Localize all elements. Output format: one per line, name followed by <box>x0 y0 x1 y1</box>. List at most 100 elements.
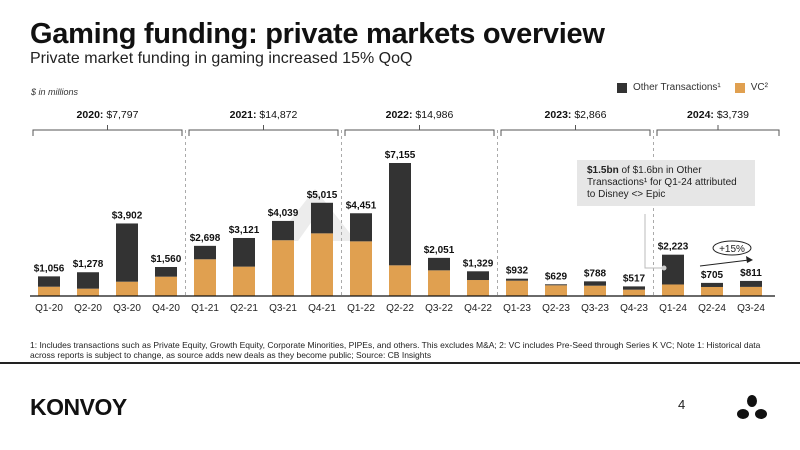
total-label: $4,039 <box>268 208 299 219</box>
page-subtitle: Private market funding in gaming increas… <box>30 50 413 67</box>
year-brace <box>32 125 183 136</box>
x-tick-label: Q4-20 <box>152 303 180 314</box>
page-number: 4 <box>678 397 686 412</box>
x-tick-label: Q4-22 <box>464 303 492 314</box>
bar-vc <box>233 266 255 296</box>
growth-badge <box>712 240 752 256</box>
total-label: $1,056 <box>34 263 65 274</box>
x-tick-label: Q4-23 <box>620 303 648 314</box>
bar-other <box>233 237 255 267</box>
callout-box: $1.5bn of $1.6bn in Other Transactions¹ … <box>577 160 755 206</box>
total-label: $629 <box>545 271 568 282</box>
bar-other <box>155 267 177 277</box>
bar-other <box>506 278 528 281</box>
bar-vc <box>467 280 489 296</box>
callout-dot <box>661 265 667 271</box>
total-label: $788 <box>584 268 607 279</box>
callout-connector <box>644 214 664 269</box>
konvoy-mark-icon <box>737 395 767 419</box>
bar-vc <box>155 276 177 296</box>
year-total-label: 2022: $14,986 <box>386 109 454 121</box>
year-total-label: 2024: $3,739 <box>687 109 749 121</box>
bar-vc <box>584 285 606 296</box>
bar-other <box>389 163 411 266</box>
bar-vc <box>428 270 450 296</box>
total-label: $705 <box>701 270 724 281</box>
x-tick-label: Q3-20 <box>113 303 141 314</box>
bar-vc <box>272 240 294 296</box>
year-brace <box>500 125 651 136</box>
bar-vc <box>389 265 411 296</box>
year-brace <box>344 125 495 136</box>
total-label: $3,902 <box>112 210 143 221</box>
units-label: $ in millions <box>31 87 79 97</box>
x-tick-label: Q2-22 <box>386 303 414 314</box>
legend-swatch-other <box>616 82 627 93</box>
total-label: $517 <box>623 273 646 284</box>
x-tick-label: Q1-23 <box>503 303 531 314</box>
footnote: 1: Includes transactions such as Private… <box>30 340 761 360</box>
bar-vc <box>623 289 645 296</box>
x-tick-label: Q3-21 <box>269 303 297 314</box>
x-tick-label: Q1-24 <box>659 303 687 314</box>
growth-badge-label: +15% <box>719 244 745 255</box>
total-label: $1,329 <box>463 258 494 269</box>
x-tick-label: Q2-24 <box>698 303 726 314</box>
callout-bold: $1.5bn <box>587 165 619 176</box>
bar-other <box>38 276 60 287</box>
x-tick-label: Q1-22 <box>347 303 375 314</box>
total-label: $811 <box>740 268 762 279</box>
growth-arrow <box>699 259 750 267</box>
bar-vc <box>311 233 333 296</box>
total-label: $2,698 <box>190 233 221 244</box>
total-label: $4,451 <box>346 200 377 211</box>
x-tick-label: Q2-21 <box>230 303 258 314</box>
year-brace <box>656 125 780 136</box>
bar-other <box>545 284 567 286</box>
bar-other <box>584 281 606 286</box>
total-label: $2,223 <box>658 242 689 253</box>
bar-other <box>272 220 294 241</box>
bar-other <box>623 286 645 290</box>
year-total-label: 2023: $2,866 <box>545 109 607 121</box>
bar-other <box>662 254 684 285</box>
callout-text: of $1.6bn in Other Transactions¹ for Q1-… <box>587 165 737 200</box>
bar-other <box>311 202 333 234</box>
konvoy-logo: KONVOY <box>30 394 127 420</box>
stacked-bar-chart: $1,056 Q1-20 $1,278 Q2-20 $3,902 Q3-20 $1,560 Q… <box>30 109 780 314</box>
bar-vc <box>38 286 60 296</box>
total-label: $7,155 <box>385 150 416 161</box>
bar-other <box>116 223 138 282</box>
divider <box>0 362 800 364</box>
year-brace <box>188 125 339 136</box>
bar-other <box>467 271 489 281</box>
x-tick-label: Q3-22 <box>425 303 453 314</box>
year-total-label: 2021: $14,872 <box>230 109 298 121</box>
bar-vc <box>116 281 138 296</box>
bar-other <box>194 245 216 260</box>
bar-other <box>428 257 450 271</box>
bar-vc <box>77 288 99 296</box>
x-tick-label: Q3-24 <box>737 303 765 314</box>
growth-arrowhead <box>746 256 753 263</box>
x-tick-label: Q4-21 <box>308 303 336 314</box>
bar-vc <box>506 280 528 296</box>
x-tick-label: Q3-23 <box>581 303 609 314</box>
bar-other <box>350 213 372 242</box>
total-label: $5,015 <box>307 190 338 201</box>
total-label: $1,278 <box>73 259 104 270</box>
chart-legend: Other Transactions¹ VC² <box>616 82 768 93</box>
bar-vc <box>701 286 723 296</box>
total-label: $932 <box>506 266 529 277</box>
legend-label-other: Other Transactions¹ <box>632 82 721 93</box>
bar-other <box>77 272 99 289</box>
bar-other <box>701 282 723 287</box>
legend-label-vc: VC² <box>750 82 768 93</box>
x-tick-label: Q1-21 <box>191 303 219 314</box>
bar-vc <box>662 284 684 296</box>
bar-vc <box>740 286 762 296</box>
bar-vc <box>350 241 372 296</box>
year-total-label: 2020: $7,797 <box>77 109 139 121</box>
total-label: $3,121 <box>229 225 260 236</box>
legend-swatch-vc <box>734 82 745 93</box>
